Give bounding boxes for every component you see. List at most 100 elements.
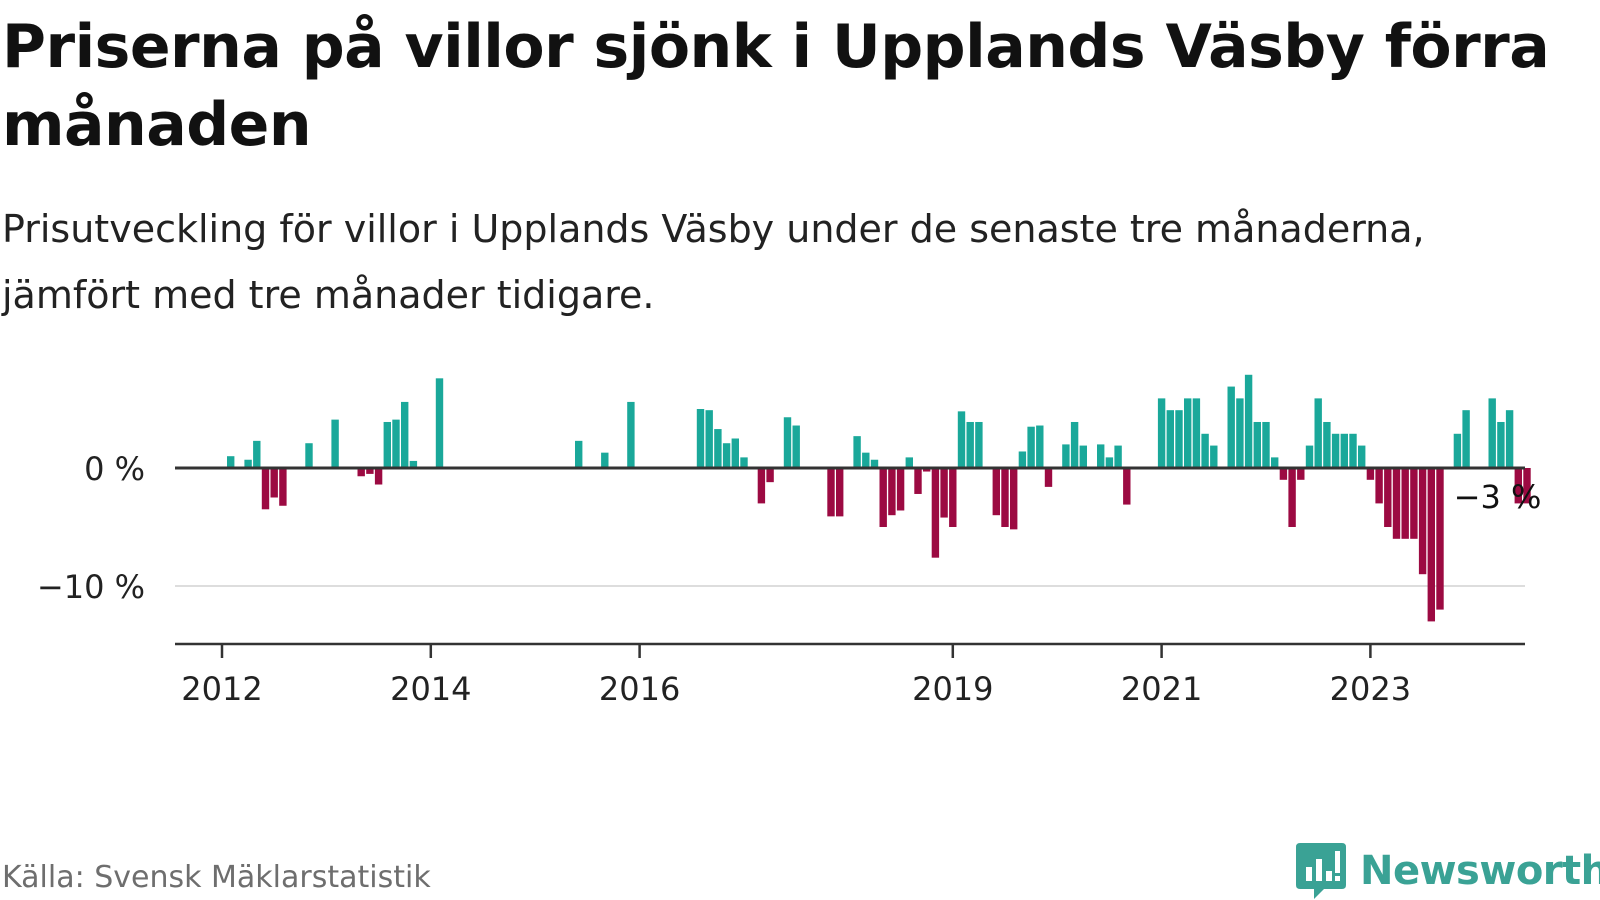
bar-positive: [1105, 457, 1114, 468]
bar-positive: [1192, 398, 1201, 468]
bar-negative: [1366, 468, 1375, 480]
bar-negative: [279, 468, 287, 506]
bar-negative: [836, 468, 844, 517]
bars: [227, 374, 1531, 622]
bar-positive: [627, 401, 635, 468]
bar-positive: [244, 459, 252, 468]
bar-positive: [1305, 445, 1314, 468]
bar-positive: [1314, 398, 1322, 468]
bar-positive: [392, 419, 400, 468]
bar-positive: [1462, 410, 1470, 468]
bar-positive: [1331, 433, 1340, 468]
bar-negative: [1375, 468, 1383, 504]
bar-negative: [357, 468, 365, 477]
bar-negative: [1384, 468, 1392, 527]
bar-positive: [1201, 433, 1209, 468]
bar-positive: [975, 421, 983, 468]
bar-negative: [1288, 468, 1296, 527]
bar-positive: [1323, 421, 1331, 468]
bar-positive: [575, 440, 583, 468]
bar-positive: [1271, 457, 1279, 468]
bar-positive: [792, 425, 800, 468]
bar-negative: [1436, 468, 1444, 610]
bar-negative: [374, 468, 383, 485]
bar-positive: [966, 421, 974, 468]
x-tick-label: 2014: [390, 670, 471, 708]
axes: [175, 466, 1525, 658]
bar-positive: [1070, 421, 1079, 468]
bar-positive: [1262, 421, 1270, 468]
bar-negative: [914, 468, 922, 494]
bar-positive: [722, 443, 731, 468]
bar-negative: [931, 468, 940, 558]
bar-negative: [1392, 468, 1401, 539]
bar-positive: [1244, 374, 1253, 468]
bar-negative: [1523, 468, 1531, 504]
bar-positive: [957, 411, 966, 468]
bar-positive: [714, 429, 722, 468]
bar-negative: [923, 468, 931, 472]
bar-negative: [766, 468, 774, 483]
bar-positive: [1488, 398, 1496, 468]
bar-positive: [740, 457, 748, 468]
bar-positive: [1358, 445, 1366, 468]
bar-positive: [1497, 421, 1505, 468]
bar-negative: [1410, 468, 1418, 539]
y-tick-label: 0 %: [84, 450, 145, 488]
bar-positive: [383, 421, 391, 468]
bar-positive: [1079, 445, 1087, 468]
bar-negative: [940, 468, 948, 518]
bar-negative: [1418, 468, 1427, 575]
bar-chart: 0 % −10 % 2012 2014 2016 2019 2021 2023 −3 %: [37, 374, 1541, 708]
bar-negative: [366, 468, 374, 474]
bar-negative: [1001, 468, 1009, 527]
bar-positive: [783, 417, 792, 468]
x-tick-label: 2016: [599, 670, 680, 708]
bar-positive: [1349, 433, 1357, 468]
bar-negative: [1279, 468, 1288, 480]
bar-negative: [896, 468, 905, 511]
bar-positive: [227, 456, 235, 468]
bar-negative: [888, 468, 896, 516]
bar-positive: [253, 440, 261, 468]
bar-negative: [1427, 468, 1435, 622]
x-tick-label: 2021: [1121, 670, 1202, 708]
bar-positive: [870, 459, 879, 468]
bar-positive: [331, 419, 339, 468]
bar-positive: [1027, 426, 1035, 468]
chart-title: Priserna på villor sjönk i Upplands Väsb…: [2, 12, 1550, 160]
chart-subtitle: Prisutveckling för villor i Upplands Väs…: [2, 207, 1425, 317]
newsworthy-logo: Newsworthy: [1296, 843, 1600, 899]
bar-positive: [1253, 421, 1261, 468]
bar-positive: [409, 460, 418, 468]
bar-positive: [1227, 386, 1235, 468]
bar-positive: [853, 436, 861, 468]
bar-positive: [1505, 410, 1514, 468]
bar-negative: [827, 468, 835, 517]
bar-negative: [261, 468, 270, 510]
brand-name: Newsworthy: [1360, 848, 1600, 894]
bar-positive: [601, 452, 609, 468]
bar-positive: [1166, 410, 1174, 468]
bar-positive: [401, 401, 409, 468]
x-tick-label: 2019: [912, 670, 993, 708]
bar-positive: [1036, 425, 1044, 468]
bar-positive: [1018, 451, 1027, 468]
bar-negative: [270, 468, 278, 498]
bar-positive: [1453, 433, 1462, 468]
bar-positive: [305, 443, 313, 468]
bar-positive: [1340, 433, 1348, 468]
x-tick-label: 2023: [1330, 670, 1411, 708]
bar-negative: [1010, 468, 1018, 530]
bar-positive: [1114, 445, 1122, 468]
bar-positive: [905, 457, 913, 468]
source-note: Källa: Svensk Mäklarstatistik: [2, 860, 431, 895]
bar-positive: [862, 452, 870, 468]
bar-positive: [1062, 444, 1070, 468]
bar-negative: [1514, 468, 1522, 504]
bar-negative: [1401, 468, 1409, 539]
bar-positive: [1175, 410, 1183, 468]
bar-positive: [1184, 398, 1192, 468]
bar-negative: [992, 468, 1000, 516]
bar-positive: [1236, 398, 1244, 468]
